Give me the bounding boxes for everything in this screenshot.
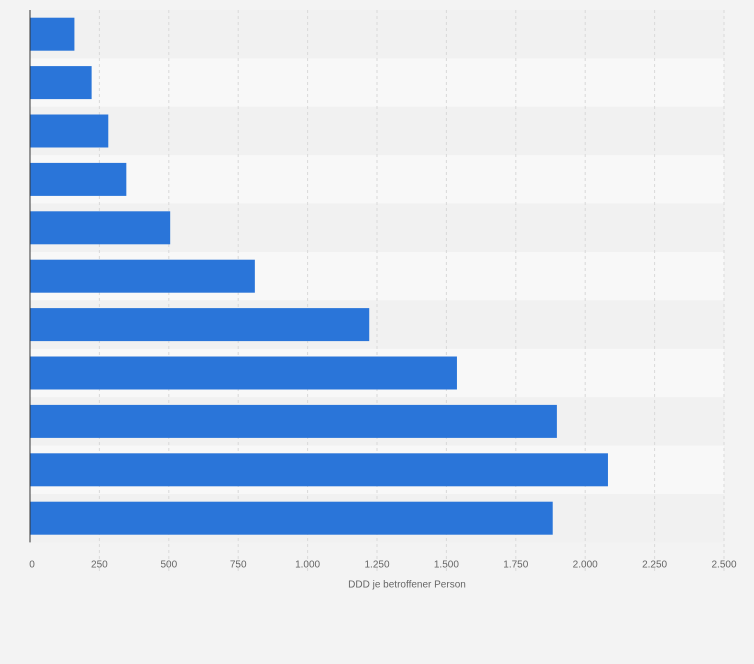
x-tick-label: 2.500 [711, 559, 736, 570]
bar [30, 404, 557, 438]
x-tick-label: 1.000 [295, 559, 320, 570]
x-tick-label: 1.500 [434, 559, 459, 570]
x-tick-label: 250 [91, 559, 108, 570]
bars [30, 17, 608, 535]
bar [30, 259, 255, 293]
bar [30, 66, 92, 100]
bar [30, 501, 553, 535]
x-tick-label: 0 [29, 559, 35, 570]
x-tick-label: 500 [160, 559, 177, 570]
x-tick-label: 2.250 [642, 559, 667, 570]
bar [30, 211, 171, 245]
x-axis-label: DDD je betroffener Person [348, 579, 466, 590]
bar [30, 308, 370, 342]
bar [30, 162, 127, 196]
bar [30, 17, 75, 51]
bar [30, 114, 109, 148]
x-tick-labels: 0 250 500 750 1.000 1.250 1.500 1.750 2.000 2.250… [29, 559, 737, 570]
x-tick-label: 1.750 [503, 559, 528, 570]
x-tick-label: 1.250 [364, 559, 389, 570]
x-tick-label: 750 [230, 559, 247, 570]
bar [30, 453, 608, 487]
bar [30, 356, 457, 390]
x-tick-label: 2.000 [573, 559, 598, 570]
